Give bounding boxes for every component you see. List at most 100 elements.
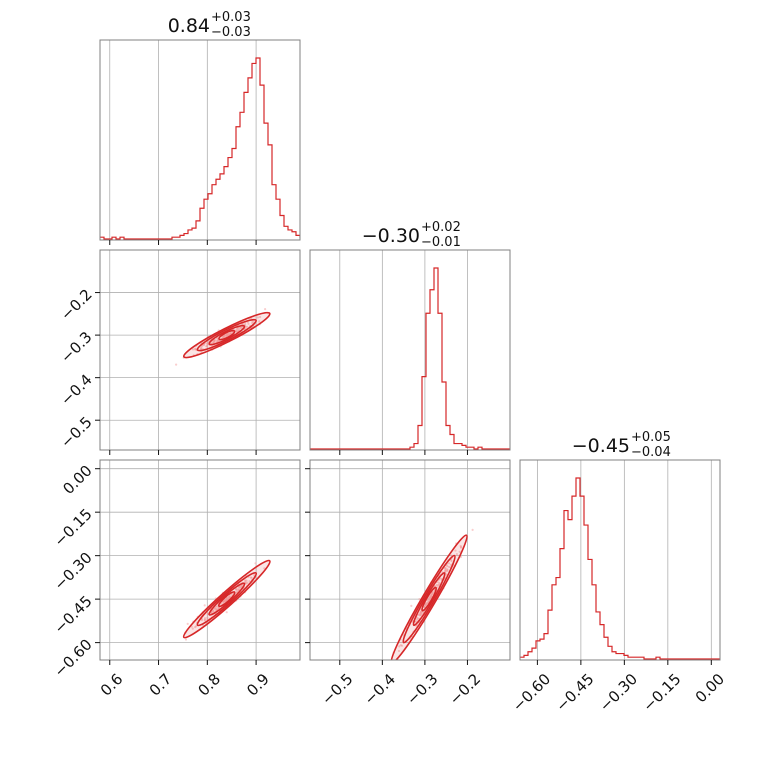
contour-level-1	[182, 559, 271, 639]
sample-point	[216, 339, 219, 342]
panel-frame	[309, 459, 511, 661]
panel-frame	[99, 39, 301, 241]
panel-frame	[99, 459, 301, 661]
x-tick-label: −0.15	[639, 670, 684, 715]
contour-level-4	[218, 329, 236, 341]
contour-level-2	[196, 571, 258, 627]
sample-point	[449, 563, 453, 566]
sample-point	[454, 549, 457, 552]
sample-point	[248, 580, 251, 583]
x-tick-label: −0.45	[552, 670, 597, 715]
y-tick-label: −0.30	[50, 549, 95, 594]
x-tick-label: −0.5	[318, 670, 356, 708]
sample-point	[418, 598, 421, 601]
sample-point	[202, 344, 205, 347]
sample-point	[455, 553, 458, 556]
sample-point	[429, 594, 433, 597]
sample-point	[246, 581, 249, 584]
y-tick-label: 0.00	[59, 462, 95, 498]
x-tick-label: −0.3	[403, 670, 441, 708]
sample-point	[256, 316, 259, 319]
panel-frame	[99, 249, 301, 451]
sample-point	[410, 604, 413, 608]
contour-level-4	[217, 591, 236, 608]
x-tick-label: 0.00	[692, 670, 728, 706]
title-plus: +0.05	[631, 430, 671, 445]
contour-level-1	[182, 311, 271, 359]
sample-point	[450, 559, 453, 563]
sample-point	[446, 565, 449, 568]
sample-point	[444, 570, 447, 573]
x-tick-label: −0.4	[361, 670, 399, 708]
sample-point	[447, 562, 451, 565]
sample-point	[206, 342, 209, 345]
sample-point	[263, 567, 266, 570]
y-tick-label: −0.45	[50, 592, 95, 637]
sample-point	[205, 345, 208, 348]
contour-level-2	[402, 554, 456, 644]
sample-point	[175, 363, 178, 366]
sample-point	[186, 622, 189, 626]
title-minus: −0.04	[631, 445, 671, 460]
title-plus: +0.03	[211, 10, 251, 25]
title-plus: +0.02	[421, 220, 461, 235]
histogram-1	[100, 57, 300, 240]
y-tick-label: −0.2	[57, 285, 95, 323]
sample-point	[235, 327, 239, 330]
sample-point	[254, 562, 257, 565]
sample-point	[225, 611, 228, 614]
title-minus: −0.01	[421, 235, 461, 250]
sample-point	[244, 579, 247, 582]
joint-panel-2	[182, 559, 271, 641]
y-tick-label: −0.4	[57, 371, 95, 409]
sample-point	[206, 616, 209, 619]
sample-point	[228, 596, 231, 599]
panel-frame	[519, 459, 721, 661]
y-tick-label: −0.3	[57, 328, 95, 366]
sample-point	[241, 322, 244, 326]
contour-level-2	[196, 318, 257, 352]
sample-point	[399, 644, 402, 647]
sample-point	[191, 348, 195, 351]
sample-point	[417, 617, 420, 620]
histogram-2	[310, 267, 510, 450]
sample-point	[446, 568, 449, 571]
x-tick-label: −0.2	[446, 670, 484, 708]
title-minus: −0.03	[211, 25, 251, 40]
panel-frame	[309, 249, 511, 451]
x-tick-label: 0.7	[146, 670, 176, 700]
sample-point	[223, 336, 226, 339]
sample-point	[200, 350, 203, 353]
contour-level-3	[412, 572, 446, 627]
contour-level-3	[208, 324, 246, 346]
sample-point	[458, 550, 461, 553]
sample-point	[222, 600, 226, 603]
sample-point	[397, 649, 401, 653]
sample-point	[423, 605, 426, 609]
sample-point	[184, 638, 188, 641]
sample-point	[259, 315, 262, 319]
sample-point	[398, 645, 401, 648]
contour-level-4	[421, 586, 438, 612]
sample-point	[419, 612, 422, 615]
sample-point	[264, 308, 267, 311]
sample-point	[436, 584, 439, 587]
sample-point	[244, 325, 247, 328]
title-median: 0.84	[168, 15, 210, 37]
sample-point	[203, 604, 206, 607]
x-tick-label: −0.60	[509, 670, 554, 715]
histogram-3	[520, 477, 720, 660]
x-tick-label: −0.30	[596, 670, 641, 715]
contour-level-3	[208, 582, 246, 616]
sample-point	[203, 619, 206, 622]
title-median: −0.30	[362, 225, 420, 247]
contour-level-1	[390, 534, 468, 660]
title-median: −0.45	[572, 435, 630, 457]
param-title-3: −0.45 +0.05−0.04	[572, 430, 671, 460]
sample-point	[194, 626, 197, 629]
y-tick-label: −0.15	[50, 505, 95, 550]
param-title-1: 0.84 +0.03−0.03	[168, 10, 251, 40]
sample-point	[391, 663, 393, 665]
joint-panel-1	[175, 308, 271, 366]
x-tick-label: 0.9	[243, 670, 273, 700]
